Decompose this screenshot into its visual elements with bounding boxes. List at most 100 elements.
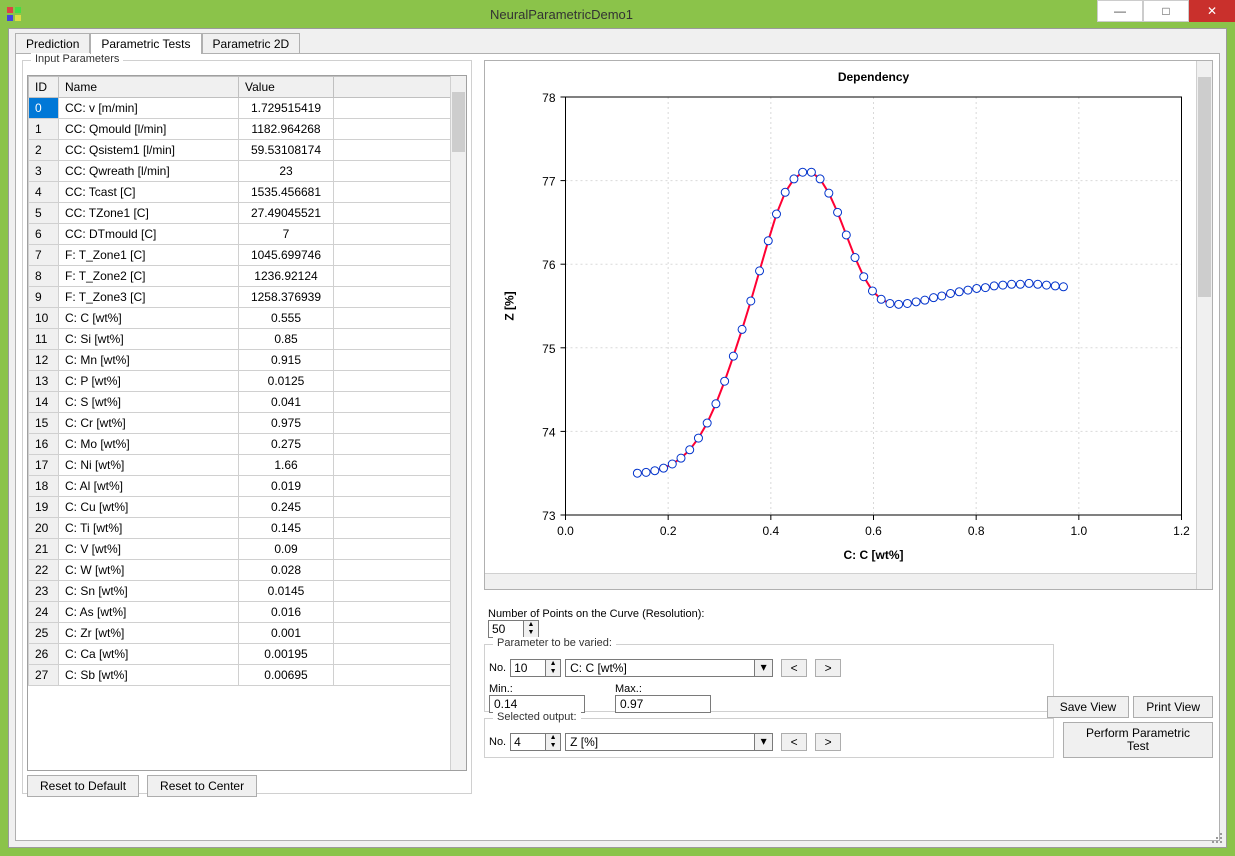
tab-prediction[interactable]: Prediction — [15, 33, 90, 54]
table-row[interactable]: 1CC: Qmould [l/min]1182.964268 — [29, 119, 466, 140]
cell-name[interactable]: CC: Qmould [l/min] — [59, 119, 239, 140]
table-row[interactable]: 20C: Ti [wt%]0.145 — [29, 518, 466, 539]
spin-up-icon[interactable]: ▲ — [546, 660, 560, 668]
cell-id[interactable]: 21 — [29, 539, 59, 560]
maximize-button[interactable]: □ — [1143, 0, 1189, 22]
cell-value[interactable]: 0.915 — [239, 350, 334, 371]
cell-name[interactable]: C: Zr [wt%] — [59, 623, 239, 644]
cell-id[interactable]: 12 — [29, 350, 59, 371]
chart-vscroll[interactable] — [1196, 61, 1212, 589]
cell-name[interactable]: CC: TZone1 [C] — [59, 203, 239, 224]
table-row[interactable]: 2CC: Qsistem1 [l/min]59.53108174 — [29, 140, 466, 161]
cell-name[interactable]: C: As [wt%] — [59, 602, 239, 623]
cell-value[interactable]: 1.66 — [239, 455, 334, 476]
cell-id[interactable]: 5 — [29, 203, 59, 224]
table-row[interactable]: 17C: Ni [wt%]1.66 — [29, 455, 466, 476]
cell-value[interactable]: 1535.456681 — [239, 182, 334, 203]
chevron-down-icon[interactable]: ▾ — [755, 659, 773, 677]
reset-default-button[interactable]: Reset to Default — [27, 775, 139, 797]
cell-name[interactable]: C: Cr [wt%] — [59, 413, 239, 434]
chevron-down-icon[interactable]: ▾ — [755, 733, 773, 751]
spin-down-icon[interactable]: ▼ — [546, 668, 560, 676]
perform-test-button[interactable]: Perform Parametric Test — [1063, 722, 1213, 758]
cell-name[interactable]: C: Ni [wt%] — [59, 455, 239, 476]
cell-id[interactable]: 8 — [29, 266, 59, 287]
col-value[interactable]: Value — [239, 77, 334, 98]
cell-name[interactable]: C: Mo [wt%] — [59, 434, 239, 455]
param-next-button[interactable]: > — [815, 659, 841, 677]
cell-id[interactable]: 27 — [29, 665, 59, 686]
cell-name[interactable]: C: Sb [wt%] — [59, 665, 239, 686]
cell-id[interactable]: 13 — [29, 371, 59, 392]
cell-value[interactable]: 0.09 — [239, 539, 334, 560]
cell-id[interactable]: 0 — [29, 98, 59, 119]
col-name[interactable]: Name — [59, 77, 239, 98]
table-row[interactable]: 7F: T_Zone1 [C]1045.699746 — [29, 245, 466, 266]
cell-id[interactable]: 26 — [29, 644, 59, 665]
cell-value[interactable]: 1.729515419 — [239, 98, 334, 119]
cell-value[interactable]: 0.555 — [239, 308, 334, 329]
cell-name[interactable]: C: Cu [wt%] — [59, 497, 239, 518]
tab-parametric-tests[interactable]: Parametric Tests — [90, 33, 201, 54]
cell-id[interactable]: 4 — [29, 182, 59, 203]
cell-name[interactable]: C: P [wt%] — [59, 371, 239, 392]
reset-center-button[interactable]: Reset to Center — [147, 775, 257, 797]
cell-value[interactable]: 7 — [239, 224, 334, 245]
cell-id[interactable]: 9 — [29, 287, 59, 308]
table-row[interactable]: 6CC: DTmould [C]7 — [29, 224, 466, 245]
cell-name[interactable]: C: C [wt%] — [59, 308, 239, 329]
cell-id[interactable]: 11 — [29, 329, 59, 350]
cell-name[interactable]: CC: v [m/min] — [59, 98, 239, 119]
table-row[interactable]: 8F: T_Zone2 [C]1236.92124 — [29, 266, 466, 287]
table-row[interactable]: 25C: Zr [wt%]0.001 — [29, 623, 466, 644]
cell-name[interactable]: C: S [wt%] — [59, 392, 239, 413]
col-id[interactable]: ID — [29, 77, 59, 98]
output-no-spinner[interactable]: ▲▼ — [510, 733, 561, 751]
table-row[interactable]: 18C: Al [wt%]0.019 — [29, 476, 466, 497]
table-row[interactable]: 4CC: Tcast [C]1535.456681 — [29, 182, 466, 203]
param-combo[interactable] — [565, 659, 755, 677]
table-row[interactable]: 16C: Mo [wt%]0.275 — [29, 434, 466, 455]
resolution-spinner[interactable]: ▲▼ — [488, 620, 539, 638]
cell-id[interactable]: 3 — [29, 161, 59, 182]
table-row[interactable]: 5CC: TZone1 [C]27.49045521 — [29, 203, 466, 224]
size-grip-icon[interactable] — [1210, 831, 1224, 845]
cell-name[interactable]: C: Ca [wt%] — [59, 644, 239, 665]
minimize-button[interactable]: — — [1097, 0, 1143, 22]
cell-id[interactable]: 22 — [29, 560, 59, 581]
output-combo[interactable] — [565, 733, 755, 751]
cell-id[interactable]: 6 — [29, 224, 59, 245]
cell-name[interactable]: F: T_Zone2 [C] — [59, 266, 239, 287]
cell-name[interactable]: C: Ti [wt%] — [59, 518, 239, 539]
cell-id[interactable]: 16 — [29, 434, 59, 455]
cell-value[interactable]: 0.028 — [239, 560, 334, 581]
table-row[interactable]: 10C: C [wt%]0.555 — [29, 308, 466, 329]
table-row[interactable]: 27C: Sb [wt%]0.00695 — [29, 665, 466, 686]
grid-scrollbar[interactable] — [450, 76, 466, 770]
cell-value[interactable]: 1045.699746 — [239, 245, 334, 266]
cell-value[interactable]: 0.00195 — [239, 644, 334, 665]
cell-name[interactable]: CC: DTmould [C] — [59, 224, 239, 245]
cell-name[interactable]: F: T_Zone1 [C] — [59, 245, 239, 266]
close-button[interactable]: ✕ — [1189, 0, 1235, 22]
spin-down-icon[interactable]: ▼ — [546, 742, 560, 750]
cell-name[interactable]: C: V [wt%] — [59, 539, 239, 560]
param-no-input[interactable] — [510, 659, 546, 677]
cell-name[interactable]: C: Mn [wt%] — [59, 350, 239, 371]
cell-name[interactable]: CC: Qwreath [l/min] — [59, 161, 239, 182]
chart-hscroll[interactable] — [485, 573, 1196, 589]
table-row[interactable]: 11C: Si [wt%]0.85 — [29, 329, 466, 350]
input-params-grid[interactable]: ID Name Value 0CC: v [m/min]1.7295154191… — [27, 75, 467, 771]
max-input[interactable] — [615, 695, 711, 713]
cell-name[interactable]: C: Si [wt%] — [59, 329, 239, 350]
output-next-button[interactable]: > — [815, 733, 841, 751]
table-row[interactable]: 9F: T_Zone3 [C]1258.376939 — [29, 287, 466, 308]
cell-id[interactable]: 2 — [29, 140, 59, 161]
cell-id[interactable]: 15 — [29, 413, 59, 434]
table-row[interactable]: 12C: Mn [wt%]0.915 — [29, 350, 466, 371]
cell-value[interactable]: 27.49045521 — [239, 203, 334, 224]
table-row[interactable]: 3CC: Qwreath [l/min]23 — [29, 161, 466, 182]
cell-value[interactable]: 0.145 — [239, 518, 334, 539]
output-no-input[interactable] — [510, 733, 546, 751]
table-row[interactable]: 19C: Cu [wt%]0.245 — [29, 497, 466, 518]
